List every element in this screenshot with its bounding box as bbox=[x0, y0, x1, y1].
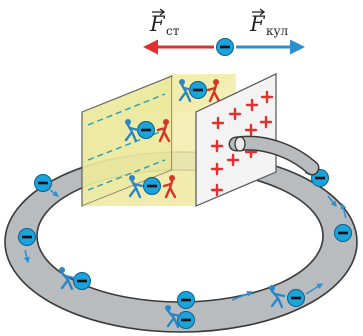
stick-figure-pushing-icon bbox=[269, 285, 286, 309]
label-force-right-symbol: F bbox=[249, 12, 266, 36]
plus-charge-icon bbox=[259, 115, 273, 129]
plus-charge-icon bbox=[211, 116, 225, 130]
plus-charge-icon bbox=[245, 98, 259, 112]
ring-electron bbox=[73, 272, 91, 290]
plus-charge-icon bbox=[210, 162, 224, 176]
label-force-right-subscript: кул bbox=[266, 24, 289, 38]
force-arrows bbox=[143, 38, 305, 56]
ring-electron bbox=[34, 174, 52, 192]
label-force-left-symbol: F bbox=[149, 12, 166, 36]
stick-figure-pushing-icon bbox=[165, 305, 182, 329]
stick-figure-pulling-icon bbox=[162, 175, 177, 199]
wire-connector bbox=[228, 135, 320, 176]
ring-electron bbox=[177, 291, 195, 309]
ring-electron bbox=[334, 224, 352, 242]
stick-figure-pushing-icon bbox=[59, 267, 76, 291]
interior-electron-bottom bbox=[143, 177, 161, 195]
stick-figure-pushing-icon bbox=[178, 79, 194, 103]
interior-electron-mid bbox=[137, 121, 155, 139]
plus-charge-icon bbox=[210, 183, 224, 197]
label-outside-force: F ст bbox=[149, 8, 180, 38]
label-coulomb-force: F кул bbox=[249, 8, 289, 38]
stick-figure-pushing-icon bbox=[124, 119, 140, 143]
stick-figure-pulling-icon bbox=[206, 79, 221, 103]
top-electron bbox=[216, 38, 234, 56]
negative-plate bbox=[81, 75, 173, 207]
stick-figure-pushing-icon bbox=[128, 175, 144, 199]
plus-charge-icon bbox=[244, 123, 258, 137]
label-force-left-subscript: ст bbox=[166, 24, 180, 38]
stick-figure-pulling-icon bbox=[156, 119, 171, 143]
plus-charge-icon bbox=[260, 90, 274, 104]
ring-electron bbox=[177, 311, 195, 329]
ring-electron bbox=[18, 228, 36, 246]
plus-charge-icon bbox=[210, 139, 224, 153]
plus-charge-icon bbox=[228, 107, 242, 121]
plus-charge-icon bbox=[226, 153, 240, 167]
ring-electron bbox=[287, 289, 305, 307]
